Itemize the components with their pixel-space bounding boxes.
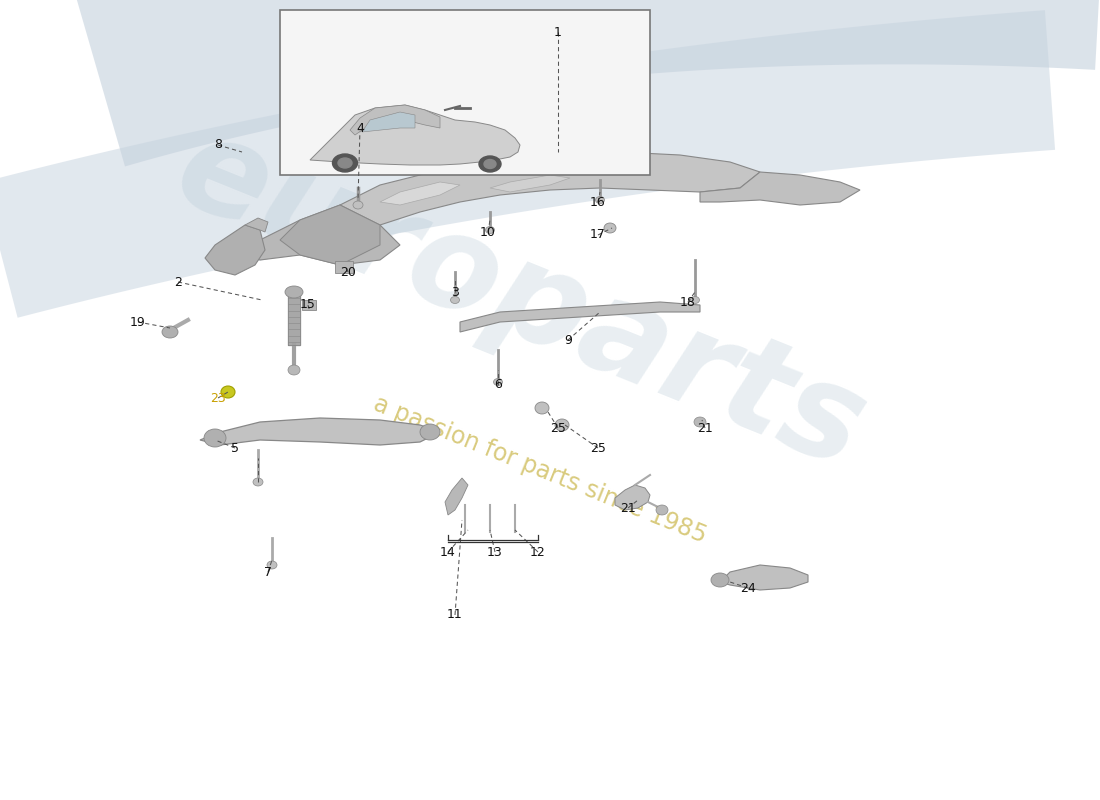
Text: 11: 11 — [447, 609, 463, 622]
Ellipse shape — [420, 424, 440, 440]
Ellipse shape — [253, 478, 263, 486]
Text: 21: 21 — [620, 502, 636, 514]
Polygon shape — [615, 485, 650, 510]
Ellipse shape — [267, 561, 277, 569]
Bar — [336, 261, 353, 273]
Ellipse shape — [204, 429, 226, 447]
Polygon shape — [310, 105, 520, 165]
Ellipse shape — [221, 386, 235, 398]
Text: 3: 3 — [451, 286, 459, 298]
Text: 13: 13 — [487, 546, 503, 558]
Polygon shape — [75, 0, 1100, 166]
Ellipse shape — [288, 365, 300, 375]
Text: 7: 7 — [264, 566, 272, 578]
Text: 16: 16 — [590, 195, 606, 209]
Text: 9: 9 — [564, 334, 572, 346]
Text: 19: 19 — [130, 315, 146, 329]
Ellipse shape — [604, 223, 616, 233]
Text: 6: 6 — [494, 378, 502, 391]
Ellipse shape — [332, 154, 358, 172]
Ellipse shape — [485, 226, 495, 234]
Polygon shape — [379, 182, 460, 205]
Polygon shape — [0, 10, 1055, 318]
Ellipse shape — [691, 297, 700, 303]
Polygon shape — [280, 205, 380, 265]
Polygon shape — [240, 205, 400, 265]
Polygon shape — [490, 175, 570, 192]
Text: 1: 1 — [554, 26, 562, 38]
Polygon shape — [350, 105, 440, 135]
Polygon shape — [288, 295, 300, 345]
Text: 5: 5 — [231, 442, 239, 454]
Ellipse shape — [285, 286, 303, 298]
Polygon shape — [446, 478, 468, 515]
Text: 12: 12 — [530, 546, 546, 558]
Text: 18: 18 — [680, 295, 696, 309]
Ellipse shape — [656, 505, 668, 515]
Bar — [280, 10, 650, 175]
Polygon shape — [340, 152, 760, 225]
Text: 25: 25 — [550, 422, 565, 434]
Ellipse shape — [595, 197, 605, 203]
Text: 15: 15 — [300, 298, 316, 311]
Polygon shape — [200, 418, 440, 445]
Ellipse shape — [478, 156, 500, 172]
Ellipse shape — [162, 326, 178, 338]
Ellipse shape — [484, 159, 496, 169]
Ellipse shape — [338, 158, 352, 168]
Polygon shape — [460, 302, 700, 332]
Polygon shape — [700, 172, 860, 205]
Text: 23: 23 — [210, 391, 225, 405]
Text: 20: 20 — [340, 266, 356, 278]
Polygon shape — [720, 565, 808, 590]
Text: 17: 17 — [590, 229, 606, 242]
Text: 25: 25 — [590, 442, 606, 454]
Ellipse shape — [451, 297, 460, 303]
Text: 14: 14 — [440, 546, 455, 558]
Polygon shape — [245, 218, 268, 232]
Text: 4: 4 — [356, 122, 364, 134]
Text: 2: 2 — [174, 275, 182, 289]
Ellipse shape — [556, 419, 569, 431]
Text: 24: 24 — [740, 582, 756, 594]
Ellipse shape — [535, 402, 549, 414]
Ellipse shape — [694, 417, 706, 427]
Polygon shape — [362, 112, 415, 132]
Ellipse shape — [353, 201, 363, 209]
Text: 10: 10 — [480, 226, 496, 238]
Text: 8: 8 — [214, 138, 222, 151]
Text: europarts: europarts — [158, 105, 882, 495]
Text: 21: 21 — [697, 422, 713, 434]
Bar — [302, 300, 316, 310]
Text: a passion for parts since 1985: a passion for parts since 1985 — [370, 392, 711, 548]
Polygon shape — [205, 225, 265, 275]
Ellipse shape — [711, 573, 729, 587]
Ellipse shape — [494, 378, 503, 386]
